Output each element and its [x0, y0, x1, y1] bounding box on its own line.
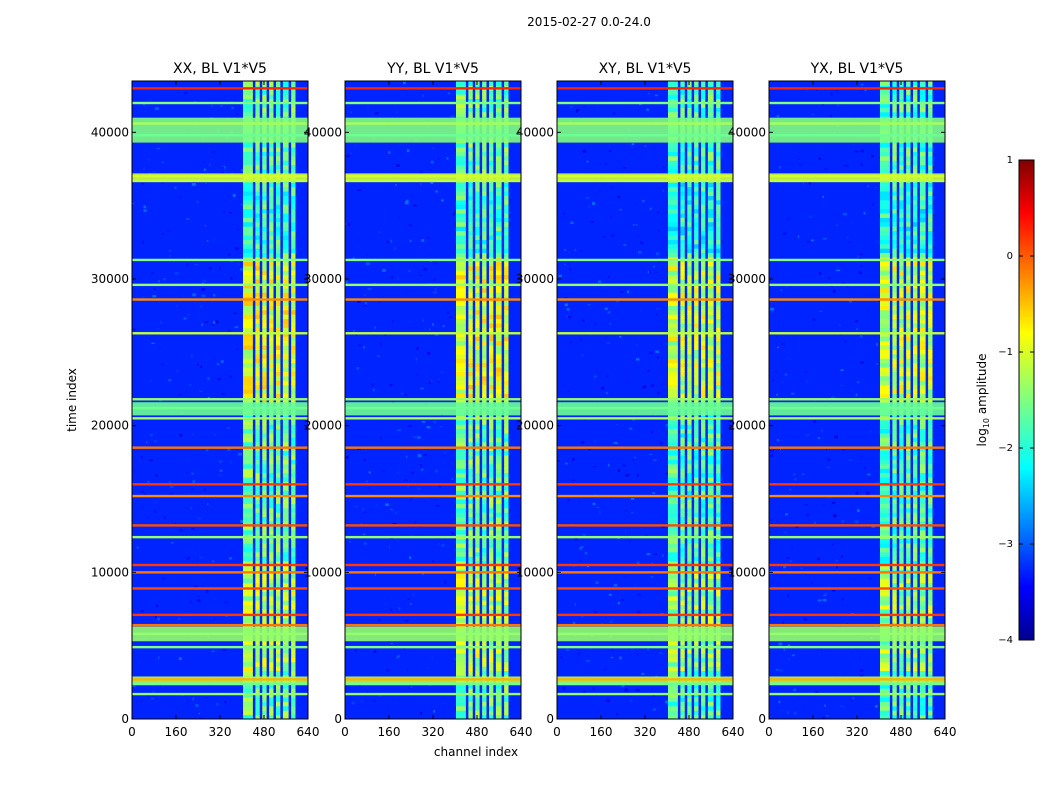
y-tick-label: 0: [121, 712, 129, 726]
colorbar-label-rest: amplitude: [975, 354, 989, 418]
x-tick-label: 0: [553, 725, 561, 739]
y-tick-label: 40000: [304, 125, 342, 139]
y-tick-label: 40000: [91, 125, 129, 139]
x-tick-label: 320: [846, 725, 869, 739]
heatmap-image: [557, 81, 733, 719]
heatmap-image: [345, 81, 521, 719]
y-tick-label: 0: [546, 712, 554, 726]
x-tick-label: 640: [934, 725, 957, 739]
y-tick-label: 40000: [728, 125, 766, 139]
x-tick-label: 0: [341, 725, 349, 739]
colorbar: −4 −3 −2 −1 0 1 log10 amplitude: [975, 155, 1035, 646]
x-tick-label: 480: [678, 725, 701, 739]
x-tick-label: 160: [378, 725, 401, 739]
x-tick-label: 320: [422, 725, 445, 739]
y-tick-label: 10000: [304, 565, 342, 579]
x-tick-label: 160: [165, 725, 188, 739]
panel-title: XY, BL V1*V5: [599, 61, 692, 77]
y-axis-label: time index: [65, 368, 79, 432]
colorbar-tick-label: −1: [998, 347, 1013, 358]
panel-2: YY, BL V1*V5 0 160 320 480 640 0 10000 20000 3000…: [304, 61, 533, 739]
y-tick-label: 20000: [728, 419, 766, 433]
colorbar-tick-label: 1: [1007, 155, 1013, 166]
x-tick-label: 640: [297, 725, 320, 739]
figure-suptitle: 2015-02-27 0.0-24.0: [527, 15, 651, 29]
x-tick-label: 640: [510, 725, 533, 739]
colorbar-label-base: log: [975, 428, 989, 446]
x-tick-label: 480: [466, 725, 489, 739]
colorbar-tick-label: −3: [998, 539, 1013, 550]
x-tick-label: 160: [590, 725, 613, 739]
colorbar-ticks: −4 −3 −2 −1 0 1: [998, 155, 1034, 646]
panel-3: XY, BL V1*V5 0 160 320 480 640 0 10000 20000 3000…: [516, 61, 745, 739]
x-tick-label: 0: [128, 725, 136, 739]
colorbar-tick-label: −2: [998, 443, 1013, 454]
x-tick-label: 480: [890, 725, 913, 739]
x-axis-label: channel index: [434, 745, 518, 759]
heatmap-image: [132, 81, 308, 719]
heatmap-image: [769, 81, 945, 719]
x-tick-label: 480: [253, 725, 276, 739]
y-tick-label: 20000: [304, 419, 342, 433]
x-tick-label: 640: [722, 725, 745, 739]
y-tick-label: 40000: [516, 125, 554, 139]
y-tick-label: 30000: [516, 272, 554, 286]
panel-title: YY, BL V1*V5: [386, 61, 479, 77]
y-tick-label: 20000: [516, 419, 554, 433]
colorbar-label-sub: 10: [982, 418, 991, 428]
y-tick-label: 10000: [728, 565, 766, 579]
panel-title: YX, BL V1*V5: [810, 61, 904, 77]
panels-group: XX, BL V1*V5 0 160 320 480 640 0 10000 20000 3000…: [91, 61, 957, 739]
panel-title: XX, BL V1*V5: [173, 61, 267, 77]
x-tick-label: 160: [802, 725, 825, 739]
y-tick-label: 0: [758, 712, 766, 726]
x-tick-label: 0: [765, 725, 773, 739]
y-tick-label: 30000: [728, 272, 766, 286]
colorbar-tick-label: −4: [998, 635, 1013, 646]
y-tick-label: 30000: [91, 272, 129, 286]
y-tick-label: 20000: [91, 419, 129, 433]
colorbar-tick-label: 0: [1007, 251, 1013, 262]
y-tick-label: 10000: [91, 565, 129, 579]
colorbar-gradient: [1018, 159, 1035, 641]
colorbar-label: log10 amplitude: [975, 354, 991, 447]
y-tick-label: 0: [334, 712, 342, 726]
y-tick-label: 30000: [304, 272, 342, 286]
y-tick-label: 10000: [516, 565, 554, 579]
panel-1: XX, BL V1*V5 0 160 320 480 640 0 10000 20000 3000…: [91, 61, 320, 739]
panel-4: YX, BL V1*V5 0 160 320 480 640 0 10000 20000 3000…: [728, 61, 957, 739]
x-tick-label: 320: [209, 725, 232, 739]
x-tick-label: 320: [634, 725, 657, 739]
